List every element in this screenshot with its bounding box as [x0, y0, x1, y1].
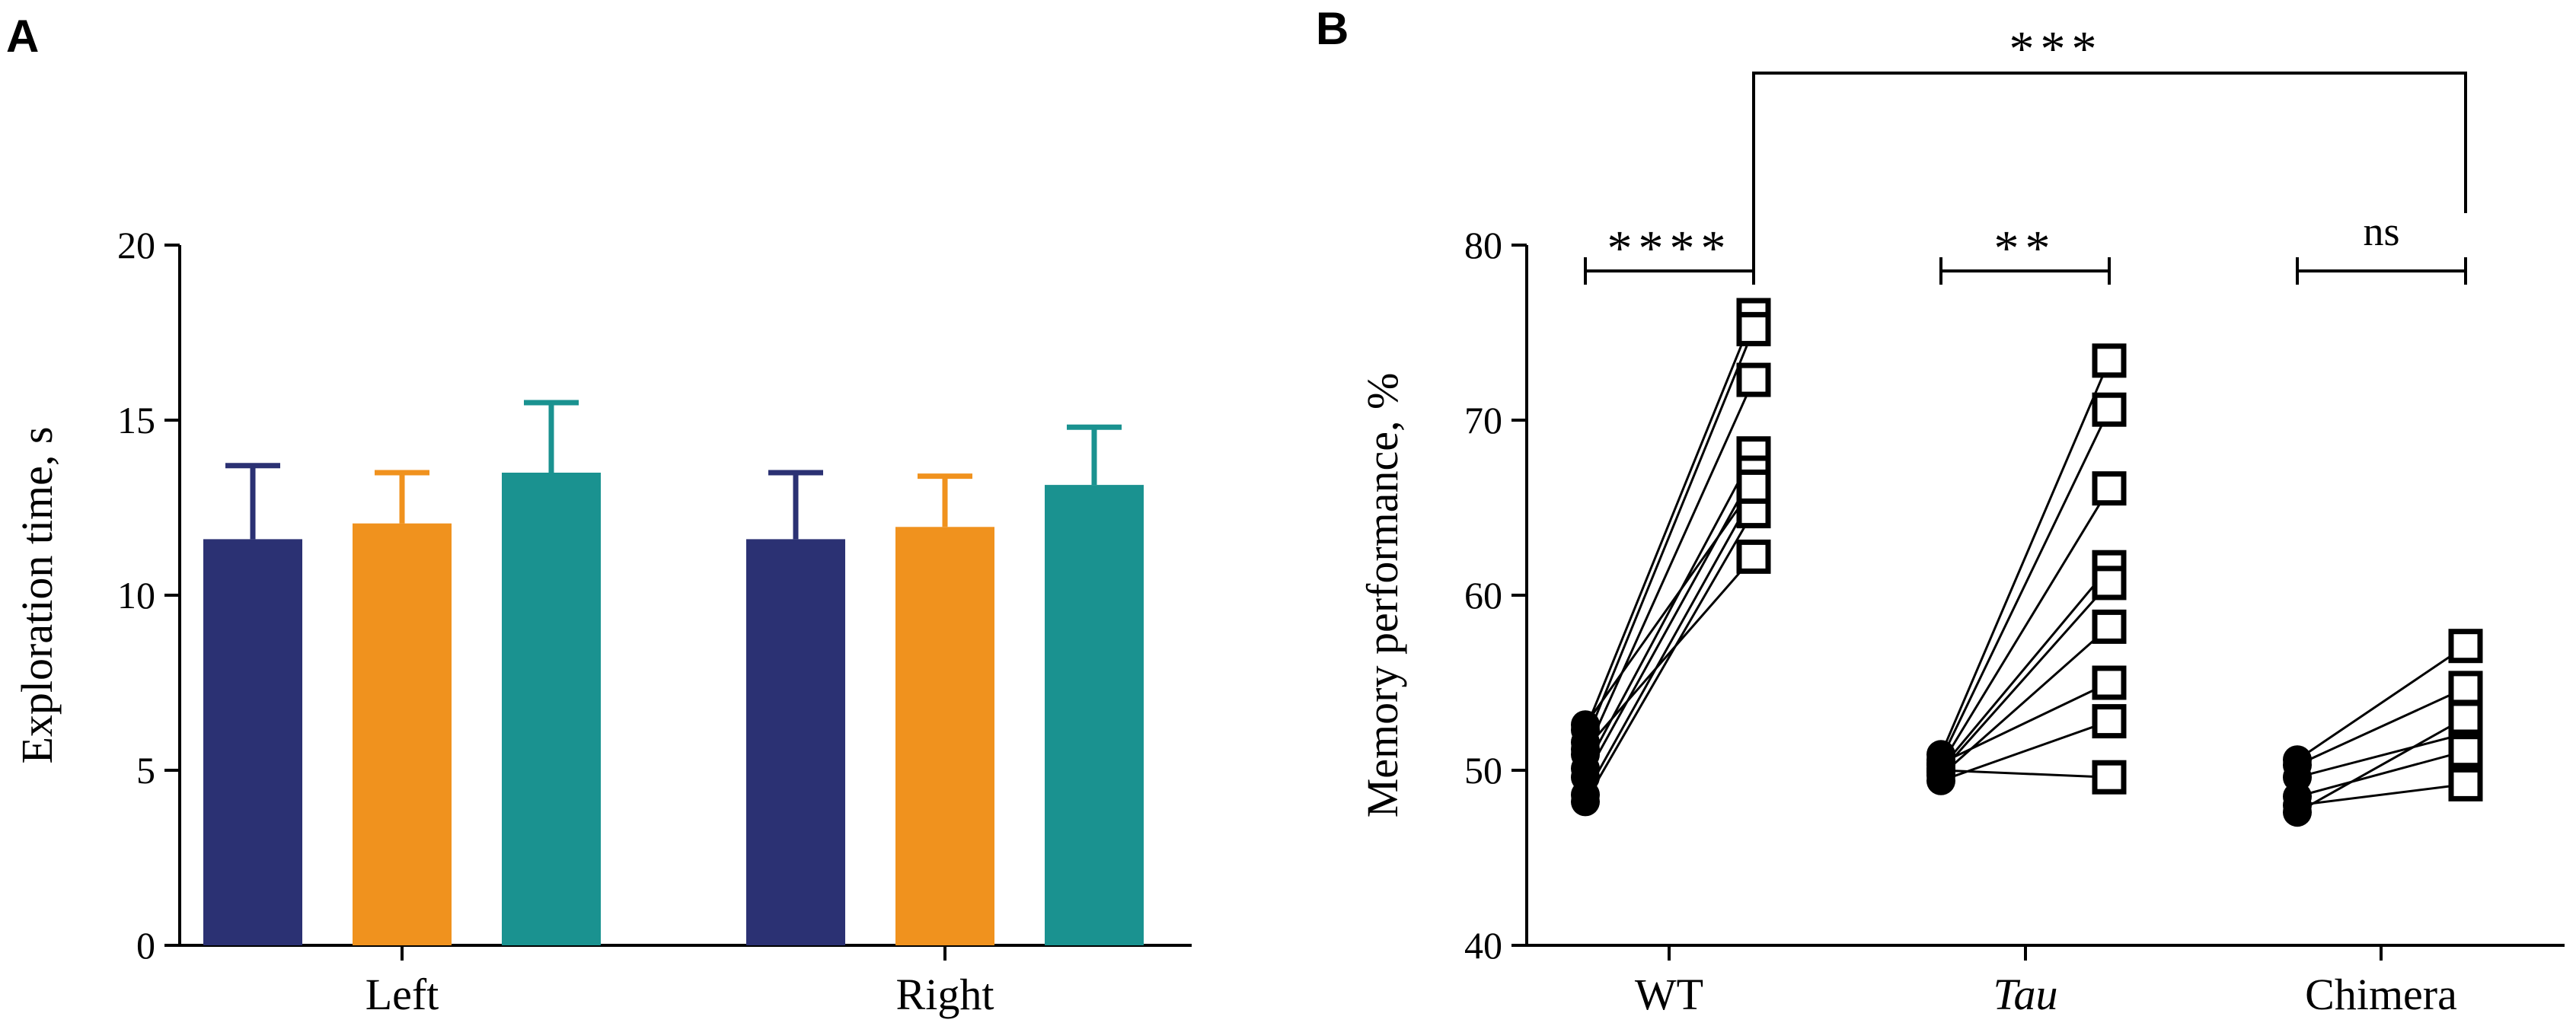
- pair-line-tau: [1939, 582, 2111, 773]
- y-axis-title: Exploration time, s: [12, 427, 62, 764]
- point-before-wt: [1571, 710, 1600, 740]
- point-after-chimera: [2448, 629, 2483, 664]
- pair-line-tau: [1939, 409, 2111, 760]
- point-before-wt: [1571, 734, 1600, 764]
- point-after-tau: [2092, 566, 2127, 601]
- pair-line-tau: [1939, 360, 2111, 755]
- pair-line-wt: [1584, 492, 1755, 795]
- pair-line-wt: [1584, 379, 1755, 755]
- sig-label-between-groups: ***: [2009, 21, 2103, 77]
- point-before-wt: [1571, 787, 1600, 817]
- x-category-label: Right: [896, 970, 994, 1019]
- point-after-tau: [2092, 665, 2127, 700]
- bar-chimera-right: [1045, 485, 1144, 945]
- y-tick-label: 70: [1464, 399, 1502, 441]
- point-after-chimera: [2448, 734, 2483, 769]
- y-tick-label: 50: [1464, 749, 1502, 792]
- point-after-chimera: [2448, 766, 2483, 801]
- point-before-chimera: [2283, 798, 2312, 827]
- pair-line-wt: [1584, 328, 1755, 743]
- x-category-label: WT: [1635, 970, 1703, 1019]
- x-category-label: Chimera: [2305, 970, 2457, 1019]
- sig-label-wt: ****: [1607, 221, 1732, 276]
- point-after-chimera: [2448, 700, 2483, 735]
- y-tick-label: 80: [1464, 224, 1502, 266]
- pair-line-chimera: [2297, 645, 2466, 761]
- pair-line-wt: [1584, 472, 1755, 778]
- pair-line-wt: [1584, 486, 1755, 726]
- y-tick-label: 20: [117, 224, 155, 266]
- pair-line-chimera: [2297, 687, 2466, 766]
- bar-wt-right: [746, 539, 845, 945]
- pair-line-tau: [1940, 769, 2110, 779]
- panel-b-paired-scatter: 40 50 60 70 80 Memory performance, % WT Tau Chim…: [1358, 21, 2565, 1019]
- pair-line-tau: [1940, 626, 2110, 777]
- y-tick-label: 0: [136, 924, 155, 967]
- bar-chimera-left: [502, 473, 601, 945]
- pair-line-wt: [1584, 314, 1755, 731]
- pair-line-tau: [1940, 681, 2110, 765]
- y-tick-label: 5: [136, 749, 155, 792]
- y-tick-label: 40: [1464, 924, 1502, 967]
- bar-tau-left: [353, 523, 452, 945]
- y-tick-label: 15: [117, 399, 155, 441]
- sig-bracket-between-groups: [1752, 72, 2467, 260]
- point-after-tau: [2092, 343, 2127, 378]
- y-tick-label: 60: [1464, 574, 1502, 617]
- point-after-wt: [1736, 539, 1771, 574]
- point-after-tau: [2092, 760, 2127, 795]
- pair-line-wt: [1584, 556, 1755, 750]
- point-after-tau: [2092, 471, 2127, 506]
- pair-line-chimera: [2297, 750, 2466, 798]
- point-after-chimera: [2448, 671, 2483, 706]
- pair-line-chimera: [2297, 716, 2466, 814]
- x-category-label: Tau: [1993, 970, 2058, 1019]
- pair-line-chimera: [2297, 782, 2466, 807]
- pair-line-wt: [1584, 510, 1755, 803]
- bar-wt-left: [203, 539, 302, 945]
- y-axis-title: Memory performance, %: [1358, 373, 1407, 818]
- pair-line-tau: [1939, 566, 2111, 770]
- x-category-label: Left: [365, 970, 439, 1019]
- sig-label-chimera: ns: [2363, 209, 2399, 254]
- panel-a-bar-chart: 0 5 10 15 20 Exploration time, s Left Right: [12, 224, 1192, 1019]
- point-after-wt: [1736, 311, 1771, 346]
- point-after-tau: [2092, 392, 2127, 427]
- point-after-tau: [2092, 704, 2127, 739]
- panel-a-label: A: [6, 11, 39, 62]
- point-after-wt: [1736, 362, 1771, 397]
- point-after-tau: [2092, 609, 2127, 644]
- sig-label-tau: **: [1994, 221, 2057, 276]
- pair-line-tau: [1939, 487, 2111, 766]
- bar-tau-right: [895, 527, 994, 945]
- panel-b-label: B: [1316, 3, 1349, 54]
- y-tick-label: 10: [117, 574, 155, 617]
- pair-line-chimera: [2297, 732, 2466, 779]
- point-before-tau: [1926, 748, 1955, 778]
- point-after-wt: [1736, 469, 1771, 504]
